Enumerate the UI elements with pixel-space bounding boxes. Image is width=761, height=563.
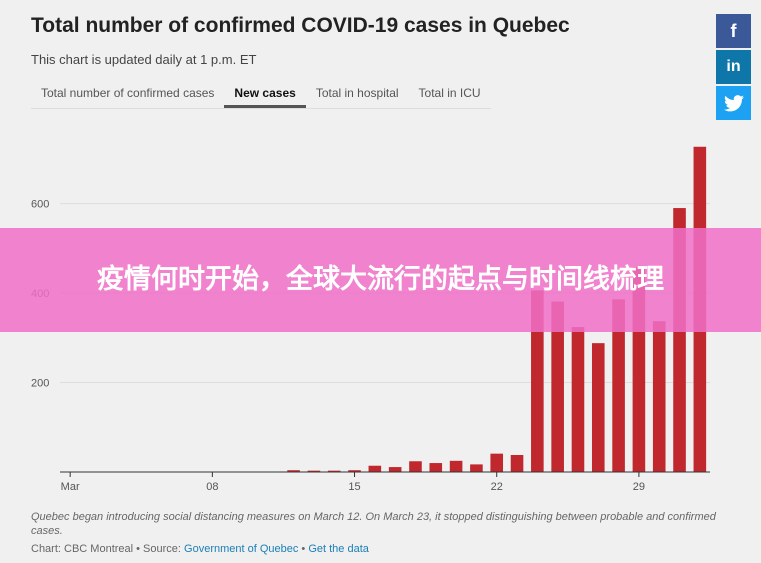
overlay-banner: 疫情何时开始，全球大流行的起点与时间线梳理 [0, 228, 761, 332]
chart-tabs: Total number of confirmed cases New case… [31, 78, 491, 109]
credit-separator: • [298, 543, 309, 555]
y-tick-label: 600 [31, 199, 49, 211]
bar-day-17 [388, 467, 402, 472]
facebook-share-button[interactable]: f [716, 14, 751, 48]
bar-day-19 [429, 463, 443, 472]
chart-credit: Chart: CBC Montreal • Source: Government… [31, 543, 369, 555]
bar-day-22 [490, 453, 504, 472]
bar-day-28 [612, 299, 625, 472]
x-tick-label: 15 [348, 481, 360, 493]
bar-day-26 [571, 327, 585, 472]
x-tick-label: 22 [491, 481, 503, 493]
bar-day-16 [368, 465, 382, 472]
tab-total-hospital[interactable]: Total in hospital [315, 86, 399, 100]
linkedin-icon: in [726, 58, 741, 75]
bar-day-30 [652, 321, 666, 472]
tab-total-confirmed[interactable]: Total number of confirmed cases [41, 86, 215, 100]
bar-day-27 [591, 343, 605, 472]
x-tick-label: Mar [61, 481, 80, 493]
tab-total-icu[interactable]: Total in ICU [418, 86, 481, 100]
banner-text: 疫情何时开始，全球大流行的起点与时间线梳理 [97, 264, 664, 295]
twitter-share-button[interactable] [716, 86, 751, 120]
credit-prefix: Chart: CBC Montreal • Source: [31, 543, 185, 555]
twitter-bird-icon [723, 94, 744, 111]
chart-subtitle: This chart is updated daily at 1 p.m. ET [31, 52, 257, 67]
source-link[interactable]: Government of Quebec [184, 543, 299, 555]
facebook-icon: f [730, 20, 737, 41]
chart-title: Total number of confirmed COVID-19 cases… [31, 14, 570, 37]
x-tick-label: 08 [206, 481, 218, 493]
chart-footnote: Quebec began introducing social distanci… [31, 511, 716, 537]
bar-day-20 [449, 460, 463, 472]
x-tick-label: 29 [633, 481, 645, 493]
bar-day-23 [510, 455, 524, 472]
bar-day-15 [348, 470, 361, 472]
social-share-bar: f in [716, 14, 751, 120]
bar-day-25 [551, 301, 564, 472]
get-data-link[interactable]: Get the data [308, 543, 369, 555]
y-tick-label: 200 [31, 378, 49, 390]
bar-day-24 [531, 290, 544, 472]
bar-day-12 [287, 470, 300, 472]
linkedin-share-button[interactable]: in [716, 50, 751, 84]
bar-day-13 [307, 470, 321, 472]
bar-day-21 [470, 464, 483, 472]
tab-new-cases[interactable]: New cases [224, 78, 306, 108]
bar-day-18 [409, 461, 422, 472]
bar-day-14 [327, 470, 341, 472]
